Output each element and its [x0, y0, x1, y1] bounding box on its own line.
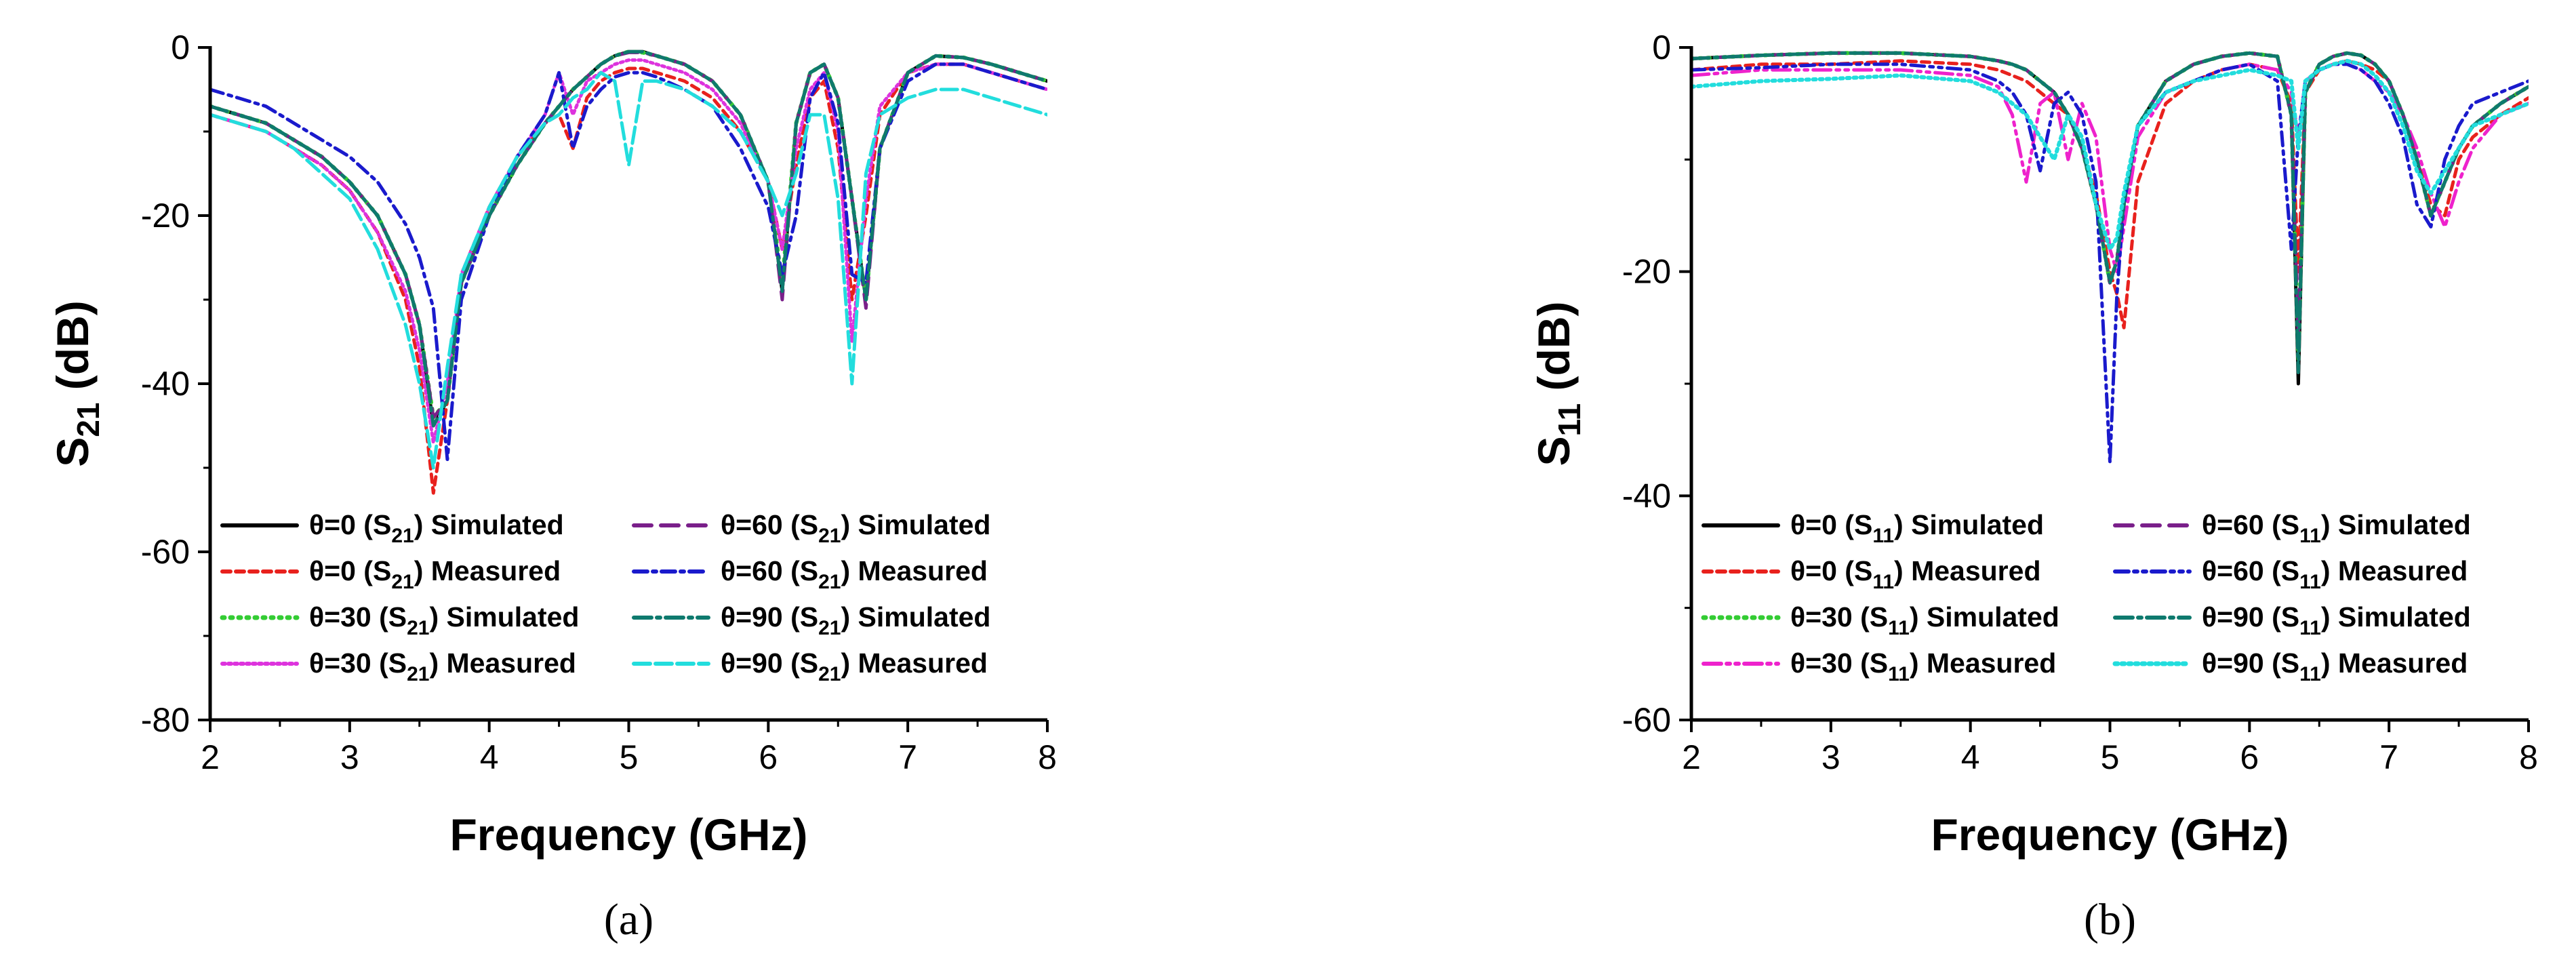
- legend: θ=0 (S21) Simulated θ=0 (S21) Measured θ=3…: [220, 509, 990, 685]
- series-line-7: [1691, 51, 2529, 374]
- y-tick-label: -80: [141, 701, 190, 739]
- x-tick-label: 8: [2519, 738, 2538, 776]
- series-group: [1691, 51, 2529, 464]
- legend-entry-5: θ=60 (S11) Simulated: [2202, 509, 2471, 547]
- y-tick-label: 0: [1652, 28, 1671, 66]
- series-line-3: [1691, 51, 2529, 363]
- series-line-3: [210, 49, 1047, 420]
- legend-entry-3: θ=30 (S21) Simulated: [309, 601, 579, 639]
- legend-entry-7: θ=90 (S21) Simulated: [721, 601, 990, 639]
- series-line-8: [1691, 58, 2529, 252]
- x-tick-label: 3: [1822, 738, 1840, 776]
- panel-caption: (b): [2084, 895, 2136, 944]
- y-axis-title: S21 (dB): [47, 300, 106, 466]
- x-tick-label: 6: [2240, 738, 2259, 776]
- y-tick-label: 0: [171, 28, 190, 66]
- y-axis-title: S11 (dB): [1529, 302, 1587, 466]
- x-tick-label: 5: [2101, 738, 2120, 776]
- y-tick-label: -60: [141, 533, 190, 571]
- x-tick-label: 6: [759, 738, 778, 776]
- legend-entry-2: θ=0 (S11) Measured: [1790, 555, 2040, 593]
- legend-entry-3: θ=30 (S11) Simulated: [1790, 601, 2059, 639]
- legend-entry-8: θ=90 (S11) Measured: [2202, 647, 2468, 685]
- x-axis-title: Frequency (GHz): [449, 809, 807, 860]
- series-group: [210, 49, 1047, 495]
- series-line-5: [210, 50, 1047, 420]
- y-tick-label: -20: [141, 197, 190, 235]
- legend-entry-8: θ=90 (S21) Measured: [721, 647, 988, 685]
- series-line-6: [210, 62, 1047, 462]
- x-axis-title: Frequency (GHz): [1931, 809, 2289, 860]
- y-tick-label: -40: [1622, 477, 1671, 515]
- x-tick-label: 2: [201, 738, 220, 776]
- legend-entry-7: θ=90 (S11) Simulated: [2202, 601, 2471, 639]
- x-tick-label: 7: [898, 738, 917, 776]
- series-line-1: [1691, 51, 2529, 386]
- x-tick-label: 4: [1961, 738, 1980, 776]
- x-tick-label: 8: [1038, 738, 1057, 776]
- s21-chart: 2 3 4 5 6 7 8 0 -20 -40 -60 -80 Frequency (GHz) S21 (…: [47, 28, 1057, 944]
- legend-entry-4: θ=30 (S21) Measured: [309, 647, 576, 685]
- legend-entry-4: θ=30 (S11) Measured: [1790, 647, 2056, 685]
- s11-chart: 2 3 4 5 6 7 8 0 -20 -40 -60 Frequency (GHz) S11 (dB)…: [1529, 28, 2538, 944]
- legend: θ=0 (S11) Simulated θ=0 (S11) Measured θ=3…: [1701, 509, 2471, 685]
- series-line-6: [1691, 62, 2529, 464]
- legend-entry-1: θ=0 (S21) Simulated: [309, 509, 564, 547]
- chart-panel-a: 2 3 4 5 6 7 8 0 -20 -40 -60 -80 Frequency (GHz) S21 (…: [47, 28, 1057, 944]
- series-line-4: [210, 58, 1047, 445]
- series-line-1: [210, 49, 1047, 428]
- x-tick-label: 7: [2379, 738, 2398, 776]
- series-line-4: [1691, 62, 2529, 274]
- series-line-7: [210, 49, 1047, 428]
- y-tick-label: -40: [141, 365, 190, 403]
- legend-entry-6: θ=60 (S11) Measured: [2202, 555, 2468, 593]
- series-line-2: [210, 62, 1047, 495]
- y-tick-label: -20: [1622, 253, 1671, 291]
- x-tick-label: 2: [1682, 738, 1701, 776]
- legend-entry-5: θ=60 (S21) Simulated: [721, 509, 990, 547]
- series-line-5: [1691, 51, 2529, 341]
- panel-caption: (a): [604, 895, 653, 944]
- x-tick-label: 4: [480, 738, 499, 776]
- legend-entry-6: θ=60 (S21) Measured: [721, 555, 988, 593]
- series-line-2: [1691, 59, 2529, 329]
- y-tick-label: -60: [1622, 701, 1671, 739]
- legend-entry-1: θ=0 (S11) Simulated: [1790, 509, 2044, 547]
- series-line-8: [210, 71, 1047, 470]
- legend-entry-2: θ=0 (S21) Measured: [309, 555, 561, 593]
- x-tick-label: 5: [620, 738, 639, 776]
- x-tick-label: 3: [340, 738, 359, 776]
- chart-panel-b: 2 3 4 5 6 7 8 0 -20 -40 -60 Frequency (GHz) S11 (dB)…: [1288, 0, 2576, 962]
